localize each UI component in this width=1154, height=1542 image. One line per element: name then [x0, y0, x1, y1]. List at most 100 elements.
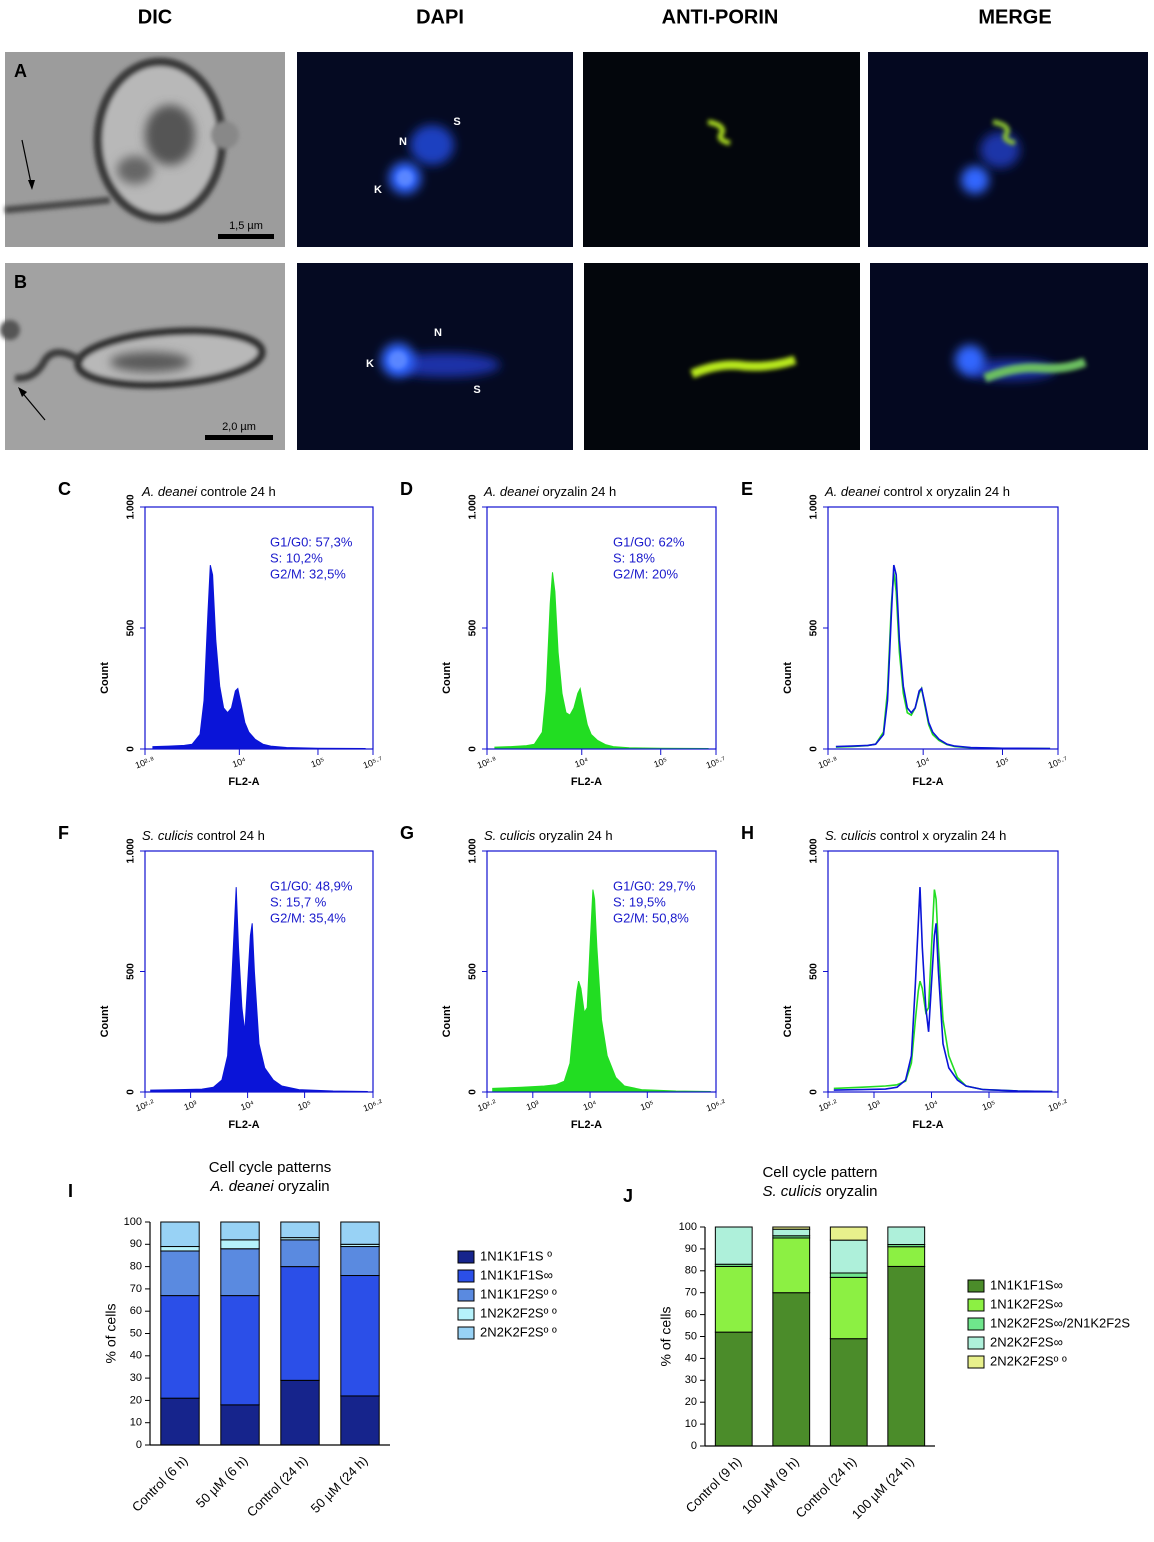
- y-axis-label: Count: [782, 662, 794, 694]
- y-tick-label: 500: [809, 963, 820, 980]
- bar-segment: [714, 1226, 753, 1265]
- bar-segment: [160, 1221, 200, 1248]
- y-tick-label: 0: [126, 1089, 137, 1095]
- y-axis-label: % of cells: [103, 1304, 119, 1364]
- y-tick-label: 500: [126, 619, 137, 636]
- y-axis-label: Count: [441, 1005, 453, 1037]
- y-tick-label: 0: [809, 1089, 820, 1095]
- legend-swatch: [457, 1269, 475, 1283]
- annotation: G2/M: 32,5%: [270, 566, 346, 581]
- panel-label: E: [741, 479, 753, 499]
- dapi-image: [297, 263, 573, 450]
- chart-title: S. culicis control x oryzalin 24 h: [825, 828, 1006, 843]
- y-axis-label: Count: [782, 1005, 794, 1037]
- y-tick-label: 1.000: [126, 838, 137, 863]
- legend-label: 1N2K2F2Sº º: [480, 1305, 557, 1320]
- bar-segment: [772, 1228, 811, 1237]
- chart-title: A. deanei controle 24 h: [141, 484, 276, 499]
- dic-image: [4, 52, 285, 247]
- y-tick-label: 500: [809, 619, 820, 636]
- y-tick-label: 50: [685, 1330, 697, 1342]
- y-tick-label: 60: [685, 1309, 697, 1321]
- legend-swatch: [967, 1279, 985, 1293]
- y-tick-label: 70: [685, 1287, 697, 1299]
- panel-label: I: [68, 1181, 73, 1201]
- dapi-image: [297, 52, 573, 247]
- title-part: controle 24 h: [197, 484, 276, 499]
- y-tick-label: 80: [130, 1261, 142, 1273]
- structure-label: K: [366, 358, 374, 370]
- x-tick-label: 10⁵: [310, 755, 327, 769]
- x-tick-label: 10⁵: [652, 755, 669, 769]
- x-tick-label: 10⁴: [231, 755, 248, 769]
- y-tick-label: 90: [130, 1238, 142, 1250]
- y-axis-label: Count: [441, 662, 453, 694]
- y-axis-label: % of cells: [658, 1307, 674, 1367]
- histogram-area: [492, 889, 711, 1093]
- column-header: MERGE: [978, 6, 1051, 28]
- bar-segment: [340, 1246, 380, 1277]
- chart-title: A. deanei oryzalin 24 h: [483, 484, 616, 499]
- bar-segment: [220, 1221, 260, 1241]
- anti-porin-image: [583, 52, 860, 247]
- dic-image: [0, 263, 285, 450]
- anti-porin-image: [584, 263, 860, 450]
- histogram-area: [494, 572, 709, 750]
- x-tick-label: 10³: [866, 1098, 882, 1112]
- x-tick-label: 10⁴: [915, 755, 932, 769]
- panel-label: J: [623, 1186, 633, 1206]
- annotation: G2/M: 20%: [613, 566, 678, 581]
- x-tick-label: Control (9 h): [683, 1454, 745, 1516]
- x-tick-label: 10²·²: [476, 1097, 497, 1113]
- bar-segment: [220, 1295, 260, 1406]
- bar-segment: [829, 1338, 868, 1447]
- x-tick-label: 100 µM (24 h): [849, 1454, 917, 1522]
- y-tick-label: 30: [130, 1372, 142, 1384]
- x-tick-label: 10³: [525, 1098, 541, 1112]
- legend-swatch: [967, 1317, 985, 1331]
- subtitle-part: oryzalin: [822, 1183, 878, 1200]
- y-tick-label: 100: [124, 1216, 142, 1228]
- y-axis-label: Count: [99, 1005, 111, 1037]
- x-axis-label: FL2-A: [571, 1119, 602, 1131]
- annotation: G1/G0: 48,9%: [270, 878, 353, 893]
- x-tick-label: 10⁵: [296, 1098, 313, 1112]
- scale-bar-label: 2,0 µm: [222, 421, 256, 433]
- legend-label: 1N1K1F1S º: [480, 1248, 552, 1263]
- annotation: G2/M: 35,4%: [270, 910, 346, 925]
- annotation: S: 18%: [613, 550, 655, 565]
- y-tick-label: 500: [468, 963, 479, 980]
- x-axis-label: FL2-A: [912, 1119, 943, 1131]
- bar-segment: [772, 1226, 811, 1230]
- x-tick-label: 10³: [183, 1098, 199, 1112]
- x-tick-label: 10⁵·⁷: [705, 754, 727, 770]
- bar-segment: [887, 1246, 926, 1267]
- x-tick-label: 10⁵: [994, 755, 1011, 769]
- bar-segment: [714, 1331, 753, 1447]
- y-tick-label: 20: [685, 1396, 697, 1408]
- legend-label: 2N2K2F2S∞: [990, 1334, 1063, 1349]
- legend-label: 2N2K2F2Sº º: [480, 1324, 557, 1339]
- histogram-line: [835, 572, 1051, 750]
- y-tick-label: 0: [136, 1439, 142, 1451]
- chart-subtitle: S. culicis oryzalin: [762, 1183, 877, 1200]
- chart-subtitle: A. deanei oryzalin: [209, 1178, 329, 1195]
- y-tick-label: 20: [130, 1394, 142, 1406]
- y-tick-label: 10: [685, 1418, 697, 1430]
- legend-swatch: [967, 1298, 985, 1312]
- x-tick-label: Control (24 h): [244, 1453, 311, 1520]
- title-part: control x oryzalin 24 h: [880, 484, 1010, 499]
- panel-label: H: [741, 823, 754, 843]
- histogram-line: [835, 564, 1051, 750]
- annotation: S: 10,2%: [270, 550, 323, 565]
- legend-swatch: [457, 1326, 475, 1340]
- panel-label: F: [58, 823, 69, 843]
- bar-segment: [772, 1292, 811, 1447]
- legend-label: 1N1K1F2Sº º: [480, 1286, 557, 1301]
- annotation: G2/M: 50,8%: [613, 910, 689, 925]
- legend-swatch: [457, 1250, 475, 1264]
- bar-segment: [772, 1237, 811, 1294]
- annotation: S: 19,5%: [613, 894, 666, 909]
- title-part: oryzalin 24 h: [539, 484, 616, 499]
